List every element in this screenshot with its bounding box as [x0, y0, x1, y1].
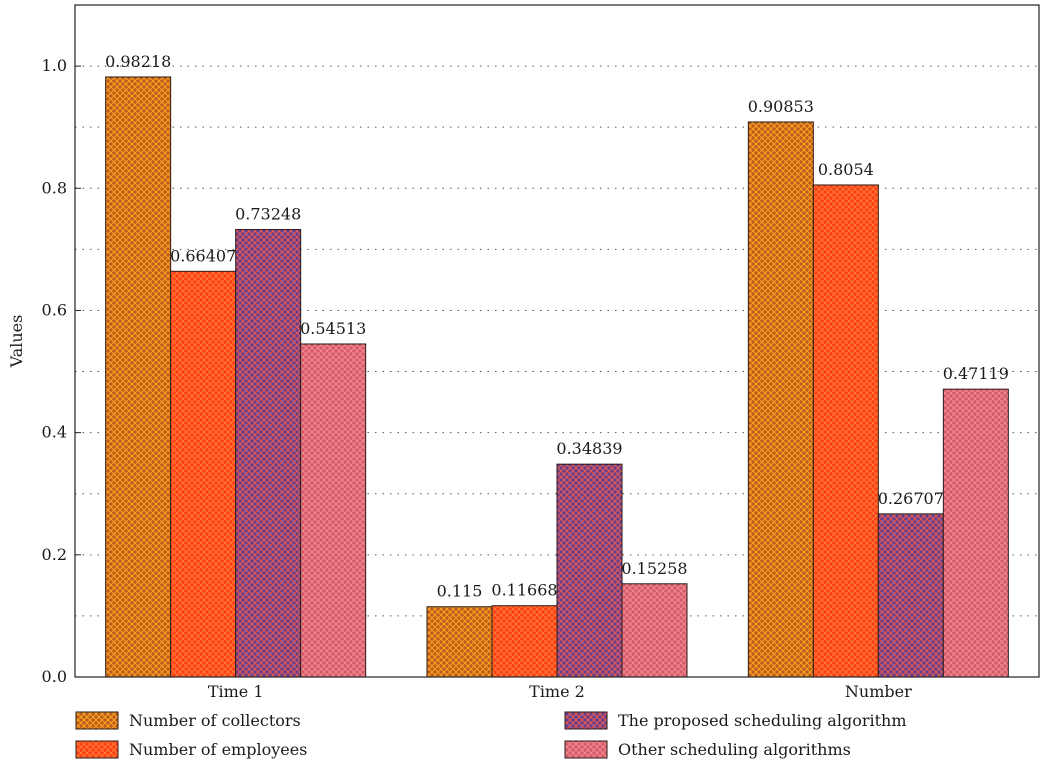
data-label: 0.26707: [878, 489, 944, 508]
axes: 0.0 0.2 0.4 0.6 0.8 1.0 Time 1 Time 2 Number: [42, 4, 1040, 701]
y-axis-label: Values: [7, 315, 26, 369]
legend-swatch: [564, 740, 608, 759]
bar-0-1: [170, 270, 237, 678]
bar-2-3: [942, 388, 1009, 678]
y-tick-label: 0.6: [42, 300, 67, 319]
bar-1-0: [426, 606, 493, 678]
bar-2-2: [877, 513, 944, 678]
data-label: 0.15258: [621, 559, 687, 578]
x-tick-label: Time 2: [529, 682, 585, 701]
y-tick-label: 1.0: [42, 56, 67, 75]
bar-2-1: [812, 184, 879, 678]
x-tick-label: Time 1: [208, 682, 264, 701]
legend-label: The proposed scheduling algorithm: [618, 711, 907, 730]
data-label: 0.98218: [105, 52, 171, 71]
y-tick-label: 0.0: [42, 667, 67, 686]
plot-frame: [74, 4, 1040, 678]
x-tick-label: Number: [845, 682, 912, 701]
y-tick-label: 0.8: [42, 178, 67, 197]
data-label: 0.66407: [170, 246, 236, 265]
bar-1-1: [491, 605, 558, 678]
legend: Number of collectors Number of employees T…: [75, 711, 907, 759]
data-label: 0.73248: [235, 205, 301, 224]
data-label: 0.54513: [300, 319, 366, 338]
bar-1-3: [621, 583, 688, 678]
bar-1-2: [556, 463, 623, 678]
bar-0-2: [235, 229, 302, 678]
legend-swatch: [564, 711, 608, 730]
y-tick-label: 0.2: [42, 545, 67, 564]
y-tick-label: 0.4: [42, 423, 67, 442]
bar-0-0: [105, 76, 172, 678]
data-label: 0.11668: [491, 581, 557, 600]
bar-0-3: [300, 343, 367, 678]
legend-label: Number of employees: [129, 740, 307, 759]
data-label: 0.47119: [943, 364, 1009, 383]
legend-swatch: [75, 740, 119, 759]
legend-label: Number of collectors: [129, 711, 301, 730]
legend-swatch: [75, 711, 119, 730]
legend-label: Other scheduling algorithms: [618, 740, 851, 759]
data-labels: 0.98218 0.66407 0.73248 0.54513 0.115 0.11668…: [105, 52, 1009, 601]
bar-2-0: [747, 121, 814, 678]
data-label: 0.90853: [748, 97, 814, 116]
data-label: 0.8054: [818, 160, 874, 179]
data-label: 0.34839: [556, 439, 622, 458]
data-label: 0.115: [437, 582, 483, 601]
bars: [105, 76, 1009, 678]
